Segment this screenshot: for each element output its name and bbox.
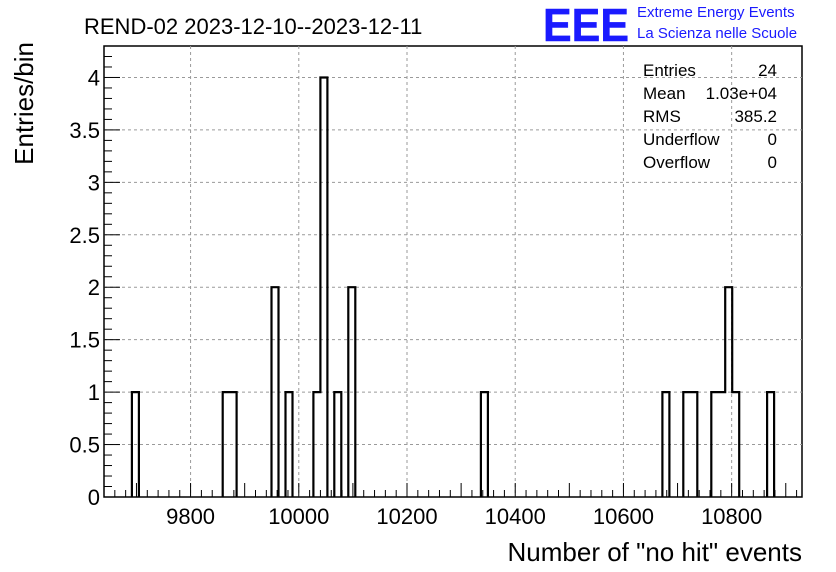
logo-line-1: Extreme Energy Events	[637, 4, 795, 21]
stats-box: Entries 24 Mean 1.03e+04 RMS 385.2 Underflow 0 O…	[643, 61, 777, 172]
x-tick-label: 10800	[701, 504, 762, 529]
stat-label: Overflow	[643, 153, 711, 172]
y-tick-label: 0	[88, 485, 100, 510]
y-tick-label: 4	[88, 65, 100, 90]
stat-value: 0	[768, 130, 777, 149]
histogram-bin	[223, 392, 230, 497]
histogram-bin	[313, 392, 320, 497]
y-tick-label: 1.5	[69, 328, 100, 353]
stat-label: RMS	[643, 107, 681, 126]
histogram-bin	[285, 392, 292, 497]
stat-value: 385.2	[734, 107, 777, 126]
histogram-bin	[718, 392, 725, 497]
y-tick-label: 3.5	[69, 118, 100, 143]
histogram-bin	[348, 287, 355, 497]
histogram-bin	[272, 287, 279, 497]
stat-value: 24	[758, 61, 777, 80]
x-axis-label: Number of "no hit" events	[508, 537, 803, 567]
histogram-bin	[711, 392, 718, 497]
histogram-bin	[732, 392, 739, 497]
stat-value: 0	[768, 153, 777, 172]
histogram-bin	[767, 392, 774, 497]
stat-label: Entries	[643, 61, 696, 80]
grid-lines	[104, 46, 802, 497]
histogram-bin	[334, 392, 341, 497]
y-axis-label: Entries/bin	[9, 42, 39, 165]
y-tick-label: 0.5	[69, 433, 100, 458]
histogram-bin	[683, 392, 690, 497]
histogram-outline	[130, 76, 776, 497]
eee-logo-mark: EEE	[543, 0, 629, 51]
y-tick-label: 2	[88, 275, 100, 300]
y-tick-label: 3	[88, 170, 100, 195]
histogram-bin	[230, 392, 237, 497]
histogram-bin	[690, 392, 697, 497]
histogram-bin	[725, 287, 732, 497]
plot-frame	[103, 45, 803, 498]
x-tick-label: 9800	[166, 504, 215, 529]
x-tick-label: 10600	[593, 504, 654, 529]
stat-label: Underflow	[643, 130, 720, 149]
y-tick-label: 1	[88, 380, 100, 405]
histogram-bin	[481, 392, 488, 497]
y-axis-ticks: 0 0.5 1 1.5 2 2.5 3 3.5 4	[69, 45, 120, 510]
logo-line-2: La Scienza nelle Scuole	[637, 25, 797, 42]
histogram-bin	[662, 392, 669, 497]
chart-title: REND-02 2023-12-10--2023-12-11	[84, 14, 422, 39]
x-tick-label: 10200	[376, 504, 437, 529]
x-axis-ticks: 9800 10000 10200 10400 10600 10800	[114, 483, 798, 529]
eee-logo: EEE Extreme Energy Events La Scienza nel…	[543, 0, 797, 51]
stat-label: Mean	[643, 84, 686, 103]
stat-value: 1.03e+04	[706, 84, 777, 103]
x-tick-label: 10000	[268, 504, 329, 529]
histogram-bin	[132, 392, 139, 497]
y-tick-label: 2.5	[69, 223, 100, 248]
x-tick-label: 10400	[485, 504, 546, 529]
histogram-bin	[320, 77, 327, 497]
